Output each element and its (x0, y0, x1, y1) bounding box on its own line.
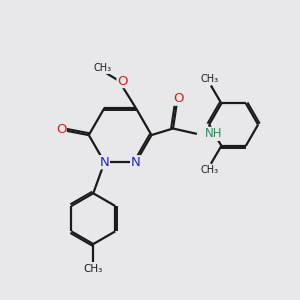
Text: CH₃: CH₃ (200, 165, 218, 175)
Text: O: O (56, 123, 66, 136)
Text: N: N (131, 156, 141, 169)
Text: CH₃: CH₃ (94, 64, 112, 74)
Text: O: O (173, 92, 183, 105)
Text: O: O (117, 74, 128, 88)
Text: CH₃: CH₃ (200, 74, 218, 84)
Text: NH: NH (205, 128, 222, 140)
Text: CH₃: CH₃ (84, 263, 103, 274)
Text: N: N (100, 156, 109, 169)
